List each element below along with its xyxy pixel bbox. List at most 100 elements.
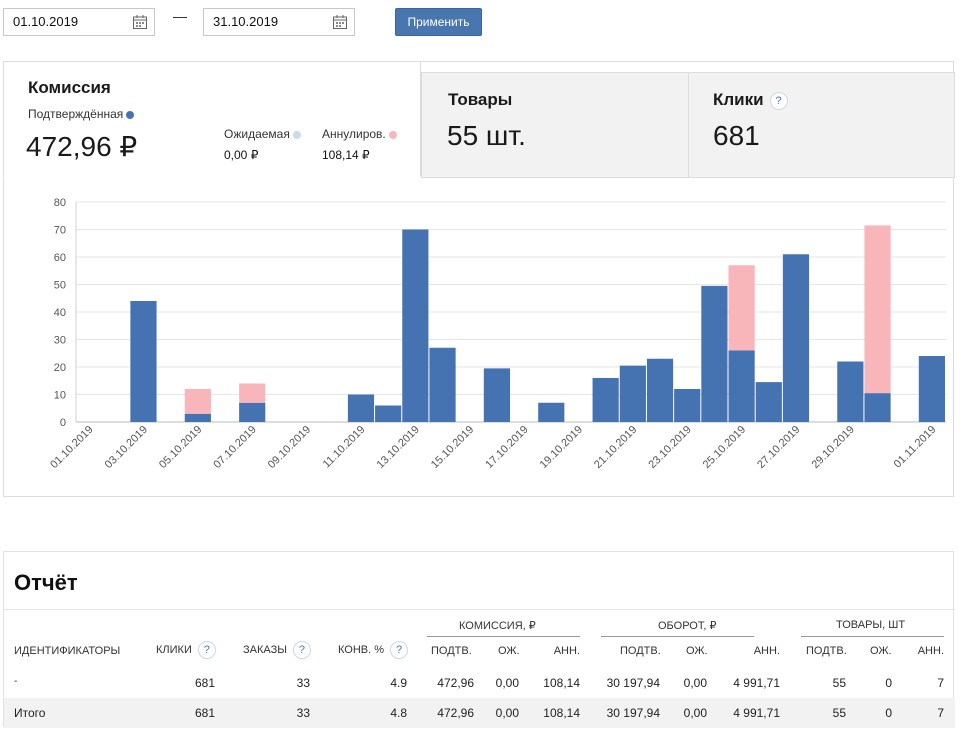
col-c-canc: АНН. [553,645,580,657]
cell-c-pend: 0,00 [495,676,519,690]
y-tick-label: 20 [54,362,66,374]
col-orders[interactable]: ЗАКАЗЫ? [243,641,311,659]
bar-confirmed[interactable] [347,394,375,423]
x-tick-label: 27.10.2019 [755,424,802,471]
bar-confirmed[interactable] [701,285,728,422]
y-tick-label: 70 [54,225,66,237]
report-title: Отчёт [14,570,78,595]
bar-confirmed[interactable] [755,382,782,422]
group-goods-line [801,636,944,637]
col-t-conf: ПОДТВ. [620,645,661,657]
clicks-value: 681 [713,120,760,151]
y-tick-label: 0 [60,417,66,429]
pending-label: Ожидаемая [224,127,290,141]
total-orders: 33 [296,706,310,720]
bar-cancelled[interactable] [728,265,755,351]
bar-confirmed[interactable] [184,413,211,422]
bar-confirmed[interactable] [864,393,891,422]
group-goods: ТОВАРЫ, ШТ [836,619,906,631]
cell-orders: 33 [296,676,310,690]
col-ids: ИДЕНТИФИКАТОРЫ [14,645,121,657]
x-tick-label: 21.10.2019 [592,424,639,471]
bar-confirmed[interactable] [483,368,510,422]
group-commission: КОМИССИЯ, ₽ [459,620,536,632]
cell-c-canc: 108,14 [543,676,580,690]
bar-confirmed[interactable] [402,229,429,423]
bar-confirmed[interactable] [674,389,701,422]
tab-clicks[interactable]: Клики? 681 [688,72,955,178]
x-tick-label: 17.10.2019 [483,424,530,471]
help-icon[interactable]: ? [390,641,409,659]
tab-clicks-title: Клики [713,90,764,109]
bar-cancelled[interactable] [864,225,891,394]
total-t-conf: 30 197,94 [606,706,660,720]
col-clicks[interactable]: КЛИКИ? [156,641,216,659]
help-icon[interactable]: ? [197,641,216,659]
bar-confirmed[interactable] [837,361,864,423]
cell-g-canc: 7 [937,676,944,690]
help-icon[interactable]: ? [769,91,788,110]
bar-confirmed[interactable] [130,301,157,422]
col-g-conf: ПОДТВ. [806,645,847,657]
x-tick-label: 15.10.2019 [429,424,476,471]
bar-confirmed[interactable] [782,254,810,422]
y-tick-label: 40 [54,307,66,319]
cell-c-conf: 472,96 [437,676,474,690]
tab-goods[interactable]: Товары 55 шт. [421,72,689,178]
col-conv[interactable]: КОНВ. %? [338,641,409,659]
total-c-pend: 0,00 [495,706,519,720]
bar-confirmed[interactable] [918,356,945,422]
y-tick-label: 10 [54,390,66,402]
help-icon[interactable]: ? [292,641,311,659]
calendar-icon[interactable] [332,14,348,30]
total-g-canc: 7 [937,706,944,720]
col-t-canc: АНН. [753,645,780,657]
calendar-icon[interactable] [132,14,148,30]
total-clicks: 681 [194,706,215,720]
bar-confirmed[interactable] [239,402,266,422]
total-c-conf: 472,96 [437,706,474,720]
cell-conv: 4.9 [390,676,407,690]
total-g-pend: 0 [885,706,892,720]
bar-confirmed[interactable] [728,350,755,423]
x-tick-label: 09.10.2019 [266,424,313,471]
total-t-pend: 0,00 [683,706,707,720]
bar-cancelled[interactable] [184,389,211,414]
bar-confirmed[interactable] [375,405,402,423]
stats-panel: Комиссия Подтверждённая 472,96 ₽ Ожидаем… [3,61,955,497]
bar-confirmed[interactable] [646,358,674,422]
bar-confirmed[interactable] [592,378,619,422]
x-tick-label: 01.10.2019 [48,424,95,471]
group-turnover-line [601,636,754,637]
bar-confirmed[interactable] [619,365,646,422]
bar-cancelled[interactable] [239,383,266,403]
col-orders-label: ЗАКАЗЫ [243,643,287,656]
bar-confirmed[interactable] [538,402,565,422]
cell-clicks: 681 [194,676,215,690]
confirmed-value: 472,96 ₽ [26,131,138,162]
table-total-row: Итого 681 33 4.8 472,96 0,00 108,14 30 1… [4,698,955,728]
cancelled-dot-icon [388,130,397,139]
date-from-value: 01.10.2019 [13,14,79,29]
commission-chart: 0 10 20 30 40 50 60 70 80 01.10.2019 03.10.2019 05.… [48,197,946,471]
x-tick-label: 13.10.2019 [375,424,422,471]
y-tick-label: 80 [54,197,66,209]
cancelled-legend: Аннулиров. [322,127,397,141]
cell-g-conf: 55 [832,676,846,690]
x-tick-label: 07.10.2019 [211,424,258,471]
cell-t-pend: 0,00 [683,676,707,690]
col-c-pend: ОЖ. [498,645,520,657]
apply-button[interactable]: Применить [395,8,482,36]
date-to-input[interactable]: 31.10.2019 [203,8,355,36]
tab-clicks-header: Клики? [713,90,788,110]
cell-id: - [14,676,18,687]
tab-commission[interactable]: Комиссия Подтверждённая 472,96 ₽ Ожидаем… [3,61,421,177]
confirmed-legend: Подтверждённая [28,107,135,121]
col-conv-label: КОНВ. % [338,643,385,656]
cell-t-canc: 4 991,71 [733,676,780,690]
x-tick-label: 05.10.2019 [157,424,204,471]
date-from-input[interactable]: 01.10.2019 [3,8,155,36]
bar-confirmed[interactable] [429,347,456,422]
date-to-value: 31.10.2019 [213,14,279,29]
pending-legend: Ожидаемая [224,127,301,141]
